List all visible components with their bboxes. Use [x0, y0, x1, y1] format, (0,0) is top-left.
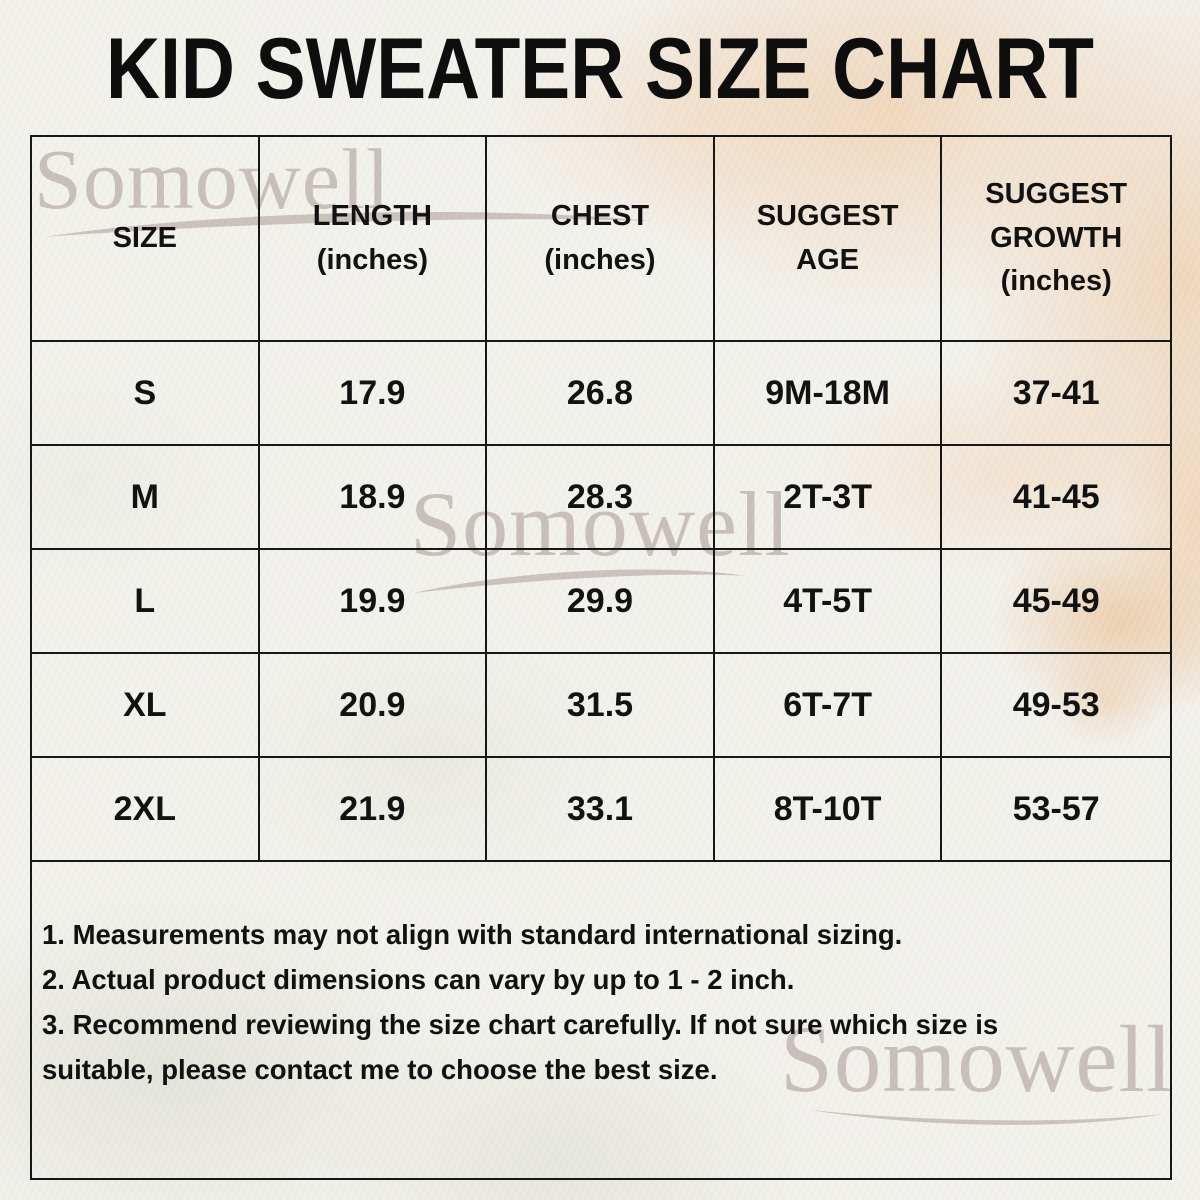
cell-age: 8T-10T [714, 758, 943, 862]
page-title: KID SWEATER SIZE CHART [106, 21, 1094, 117]
column-header-size: SIZE [32, 137, 260, 342]
cell-size: L [32, 550, 260, 654]
cell-chest: 29.9 [487, 550, 715, 654]
cell-chest: 26.8 [487, 342, 715, 446]
cell-length: 20.9 [259, 654, 488, 758]
cell-chest: 33.1 [487, 758, 715, 862]
cell-length: 21.9 [259, 758, 488, 862]
note-1: 1. Measurements may not align with stand… [42, 919, 903, 950]
column-header-length: LENGTH (inches) [259, 137, 488, 342]
cell-growth: 41-45 [942, 446, 1170, 550]
cell-chest: 31.5 [487, 654, 715, 758]
cell-length: 17.9 [259, 342, 488, 446]
notes-cell: 1. Measurements may not align with stand… [32, 862, 1170, 1178]
cell-length: 18.9 [259, 446, 488, 550]
column-header-suggest-growth: SUGGEST GROWTH (inches) [942, 137, 1170, 342]
cell-size: S [32, 342, 260, 446]
column-header-suggest-age: SUGGEST AGE [714, 137, 943, 342]
cell-growth: 49-53 [942, 654, 1170, 758]
cell-age: 4T-5T [714, 550, 943, 654]
cell-growth: 37-41 [942, 342, 1170, 446]
cell-age: 6T-7T [714, 654, 943, 758]
size-chart-table: SIZE LENGTH (inches) CHEST (inches) SUGG… [30, 135, 1172, 1180]
column-header-chest: CHEST (inches) [487, 137, 715, 342]
cell-growth: 53-57 [942, 758, 1170, 862]
cell-chest: 28.3 [487, 446, 715, 550]
note-3: 3. Recommend reviewing the size chart ca… [42, 1009, 999, 1086]
cell-length: 19.9 [259, 550, 488, 654]
cell-size: M [32, 446, 260, 550]
cell-age: 2T-3T [714, 446, 943, 550]
note-2: 2. Actual product dimensions can vary by… [42, 964, 795, 996]
cell-growth: 45-49 [942, 550, 1170, 654]
cell-size: XL [32, 654, 260, 758]
cell-age: 9M-18M [714, 342, 943, 446]
cell-size: 2XL [32, 758, 260, 862]
